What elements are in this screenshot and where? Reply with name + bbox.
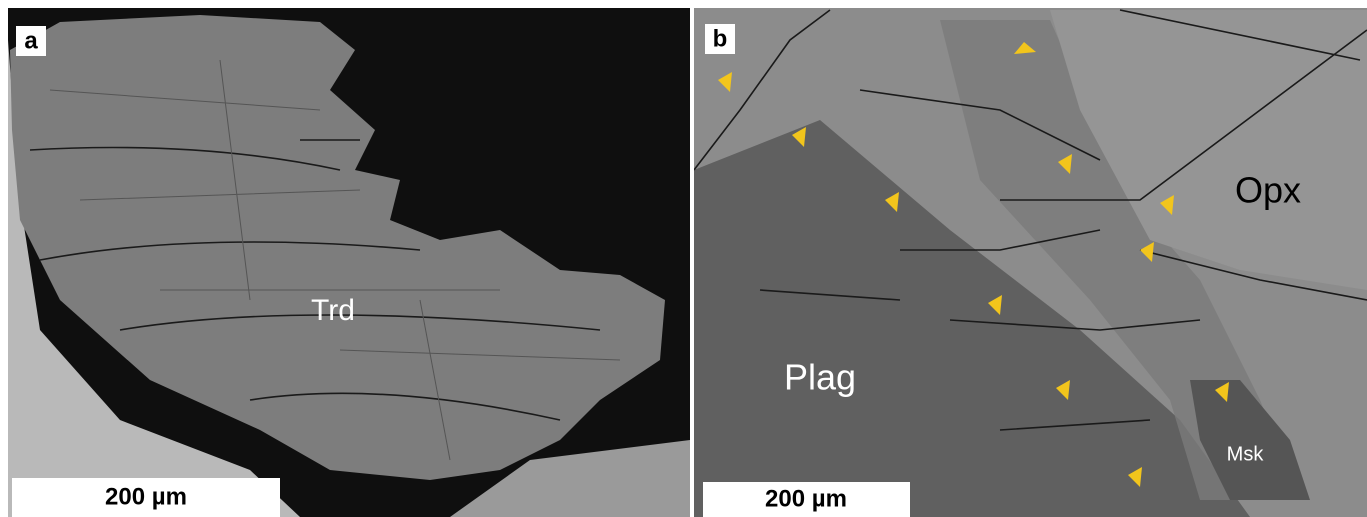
phase-label: Plag — [784, 357, 856, 398]
scale-label: 200 µm — [105, 483, 187, 510]
figure: Trd a 200 µm Opx Plag Msk b — [0, 0, 1367, 517]
phase-label: Msk — [1227, 443, 1265, 465]
phase-label: Opx — [1235, 170, 1301, 211]
panel-b: Opx Plag Msk b 200 µm — [694, 8, 1367, 517]
panel-letter: b — [713, 25, 728, 52]
phase-label: Trd — [311, 294, 355, 327]
scale-label: 200 µm — [765, 485, 847, 512]
panel-a: Trd a 200 µm — [8, 8, 690, 517]
panel-letter: a — [24, 27, 38, 54]
